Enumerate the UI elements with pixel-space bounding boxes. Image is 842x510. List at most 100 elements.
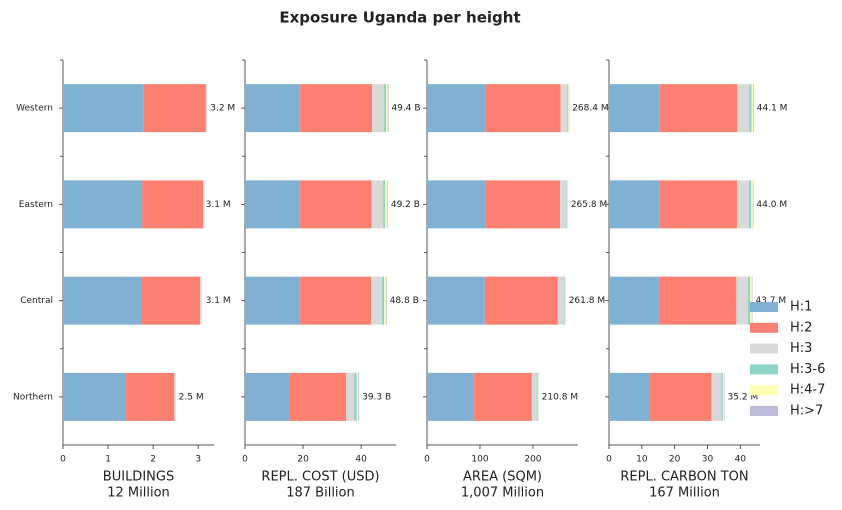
bar-segment [382,276,385,325]
bar-segment [427,84,486,133]
bar-segment [751,84,754,133]
bar-segment [205,84,207,133]
y-tick-label: Northern [13,392,53,402]
bar-segment [737,180,749,229]
total-label: 49.4 B [391,104,420,114]
x-axis-sublabel: 167 Million [649,486,720,501]
bar-segment [485,84,561,133]
bar-segment [300,180,372,229]
bar-segment [300,276,372,325]
bar-segment [749,84,752,133]
total-label: 44.0 M [756,200,787,210]
bar-segment [609,180,660,229]
bar-segment [384,84,387,133]
x-tick-label: 1 [105,455,111,465]
bar-segment [427,372,475,421]
total-label: 3.1 M [206,200,231,210]
x-tick-label: 200 [524,455,541,465]
bar-segment [245,180,301,229]
legend-swatch [750,322,778,333]
bar-segment [354,372,357,421]
bar-segment [371,180,384,229]
x-tick-label: 100 [471,455,488,465]
bar-segment [531,372,537,421]
x-tick-label: 2 [150,455,156,465]
total-label: 35.2 M [728,392,759,402]
bar-segment [748,180,752,229]
legend-label: H:3-6 [790,362,825,377]
bar-segment [143,84,206,133]
y-tick-label: Eastern [19,200,53,210]
bar-segment [723,372,725,421]
legend-label: H:4-7 [790,383,825,398]
legend-label: H:3 [790,341,812,356]
legend-swatch [750,364,778,375]
bar-segment [383,180,385,229]
bar-segment [63,276,141,325]
bar-segment [721,372,723,421]
bar-segment [609,372,650,421]
bar-segment [658,276,737,325]
bar-segment [289,372,347,421]
bar-segment [245,84,301,133]
x-tick-label: 20 [669,455,681,465]
bar-segment [200,276,202,325]
bar-segment [747,276,751,325]
bar-segment [356,372,359,421]
total-label: 268.4 M [572,104,608,114]
x-axis-label: BUILDINGS [103,470,174,485]
bar-segment [567,84,569,133]
legend-swatch [750,302,778,312]
y-tick-label: Central [20,296,53,306]
total-label: 261.8 M [569,296,605,306]
total-label: 3.2 M [210,104,235,114]
legend-swatch [750,406,778,416]
bar-segment [659,84,738,133]
x-tick-label: 0 [606,455,612,465]
bar-segment [568,84,569,133]
x-tick-label: 30 [702,455,714,465]
bar-segment [371,276,383,325]
y-tick-label: Western [16,104,53,114]
total-label: 210.8 M [542,392,578,402]
bar-segment [557,276,564,325]
bar-segment [126,372,175,421]
x-axis-label: AREA (SQM) [463,470,542,485]
bar-segment [737,84,750,133]
bar-segment [63,84,144,133]
legend-swatch [750,385,778,396]
bar-segment [300,84,373,133]
bar-segment [140,276,201,325]
x-tick-label: 40 [355,455,367,465]
bar-segment [560,84,568,133]
bar-segment [609,276,659,325]
chart-title: Exposure Uganda per height [279,9,520,27]
bar-segment [609,84,660,133]
x-axis-label: REPL. COST (USD) [261,470,379,485]
bar-segment [346,372,355,421]
bar-segment [203,180,205,229]
x-tick-label: 0 [242,455,248,465]
total-label: 43.7 M [755,296,786,306]
legend-label: H:1 [790,300,812,315]
x-axis-label: REPL. CARBON TON [620,470,748,485]
bar-segment [245,276,301,325]
legend-label: H:>7 [790,404,823,419]
bar-segment [750,276,752,325]
bar-segment [142,180,204,229]
total-label: 2.5 M [179,392,204,402]
bar-segment [751,276,753,325]
bar-segment [485,180,560,229]
bar-segment [245,372,290,421]
x-tick-label: 10 [636,455,648,465]
x-tick-label: 0 [424,455,430,465]
x-tick-label: 20 [297,455,309,465]
bar-segment [564,276,566,325]
x-tick-label: 3 [195,455,201,465]
x-axis-sublabel: 187 Billion [286,486,355,501]
bar-segment [563,276,565,325]
bar-segment [358,372,360,421]
bar-segment [536,372,538,421]
bar-segment [174,372,176,421]
